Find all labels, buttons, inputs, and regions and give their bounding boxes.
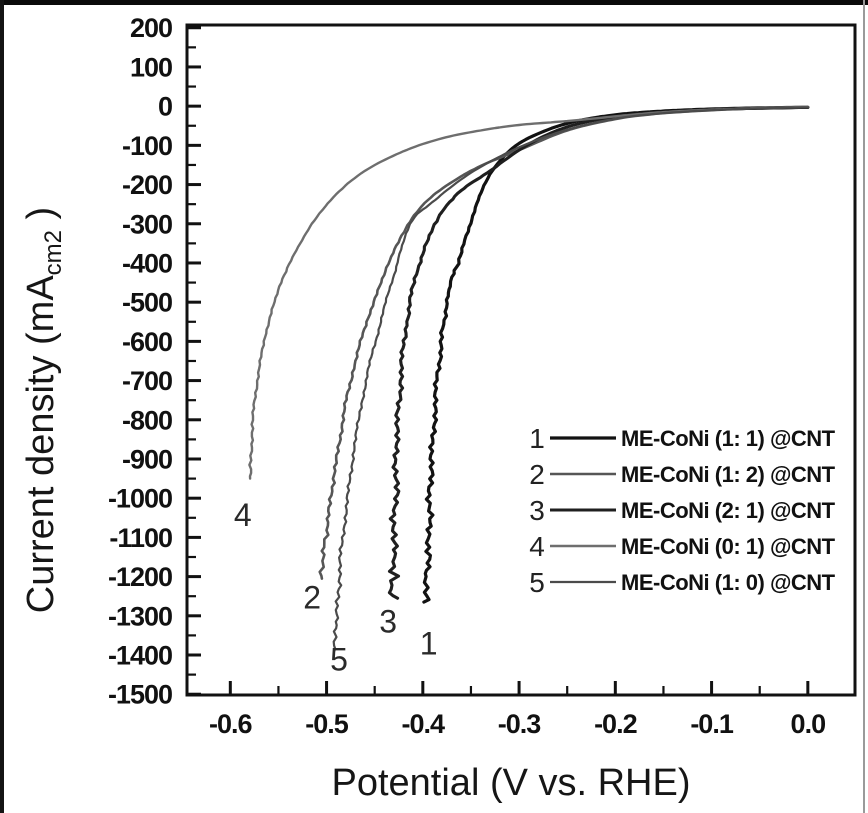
x-axis-title: Potential (V vs. RHE) [332, 762, 691, 804]
y-tick-label: 0 [158, 92, 172, 122]
x-tick-label: -0.4 [402, 709, 446, 739]
y-tick-label: 200 [130, 13, 172, 43]
curve-label-4: 4 [234, 497, 252, 533]
legend-number: 1 [529, 423, 545, 454]
legend-row-2: 2 ME-CoNi (1: 2) @CNT [529, 459, 836, 490]
y-tick-label: -900 [122, 444, 172, 474]
y-tick-label: -700 [122, 366, 172, 396]
legend-number: 4 [529, 531, 545, 562]
curve-label-2: 2 [303, 579, 321, 615]
scan-border-left [0, 0, 4, 813]
y-tick-label: -200 [122, 170, 172, 200]
legend-label: ME-CoNi (0: 1) @CNT [621, 534, 836, 559]
x-tick-label: -0.5 [305, 709, 349, 739]
y-tick-label: -1200 [108, 562, 172, 592]
legend-row-4: 4 ME-CoNi (0: 1) @CNT [529, 531, 836, 562]
x-tick-label: -0.3 [498, 709, 542, 739]
curve-label-3: 3 [379, 603, 397, 639]
x-tick-label: -0.6 [209, 709, 253, 739]
curves [248, 105, 810, 653]
curve-annotations: 1 2 3 4 5 [234, 497, 438, 677]
y-tick-label: -600 [122, 327, 172, 357]
x-tick-label: -0.2 [594, 709, 637, 739]
curve-1 [422, 105, 810, 604]
y-tick-label: -800 [122, 405, 172, 435]
y-tick-label: 100 [130, 52, 172, 82]
legend-row-1: 1 ME-CoNi (1: 1) @CNT [529, 423, 836, 454]
x-tick-label: -0.1 [690, 709, 734, 739]
legend-label: ME-CoNi (1: 1) @CNT [621, 426, 836, 451]
scan-border-top [0, 0, 868, 5]
y-tick-label: -500 [122, 288, 172, 318]
legend-number: 5 [529, 567, 545, 598]
curve-5 [332, 106, 809, 653]
legend-number: 2 [529, 459, 545, 490]
plot-frame [185, 23, 857, 697]
legend-row-3: 3 ME-CoNi (2: 1) @CNT [529, 495, 836, 526]
x-tick-label: 0.0 [791, 709, 826, 739]
y-tick-label: -100 [122, 131, 172, 161]
legend-label: ME-CoNi (1: 2) @CNT [621, 462, 836, 487]
scan-border-right [863, 0, 865, 813]
y-axis-title: Current density (mAcm2 ) [20, 207, 67, 613]
y-tick-label: -1500 [108, 680, 172, 710]
legend-label: ME-CoNi (1: 0) @CNT [621, 570, 836, 595]
y-tick-label: -1100 [109, 523, 172, 553]
y-tick-label: -1300 [108, 601, 172, 631]
curve-label-5: 5 [330, 641, 348, 677]
axes: 200 100 0 -100 -200 -300 -400 -500 -600 -700 -800 -… [20, 13, 857, 804]
legend: 1 ME-CoNi (1: 1) @CNT 2 ME-CoNi (1: 2) @CNT… [529, 423, 836, 598]
legend-row-5: 5 ME-CoNi (1: 0) @CNT [529, 567, 836, 598]
y-tick-label: -1000 [108, 484, 172, 514]
legend-label: ME-CoNi (2: 1) @CNT [621, 498, 836, 523]
curve-label-1: 1 [420, 625, 438, 661]
y-tick-label: -400 [122, 248, 172, 278]
y-tick-label: -1400 [108, 641, 172, 671]
y-tick-label: -300 [122, 209, 172, 239]
legend-number: 3 [529, 495, 545, 526]
